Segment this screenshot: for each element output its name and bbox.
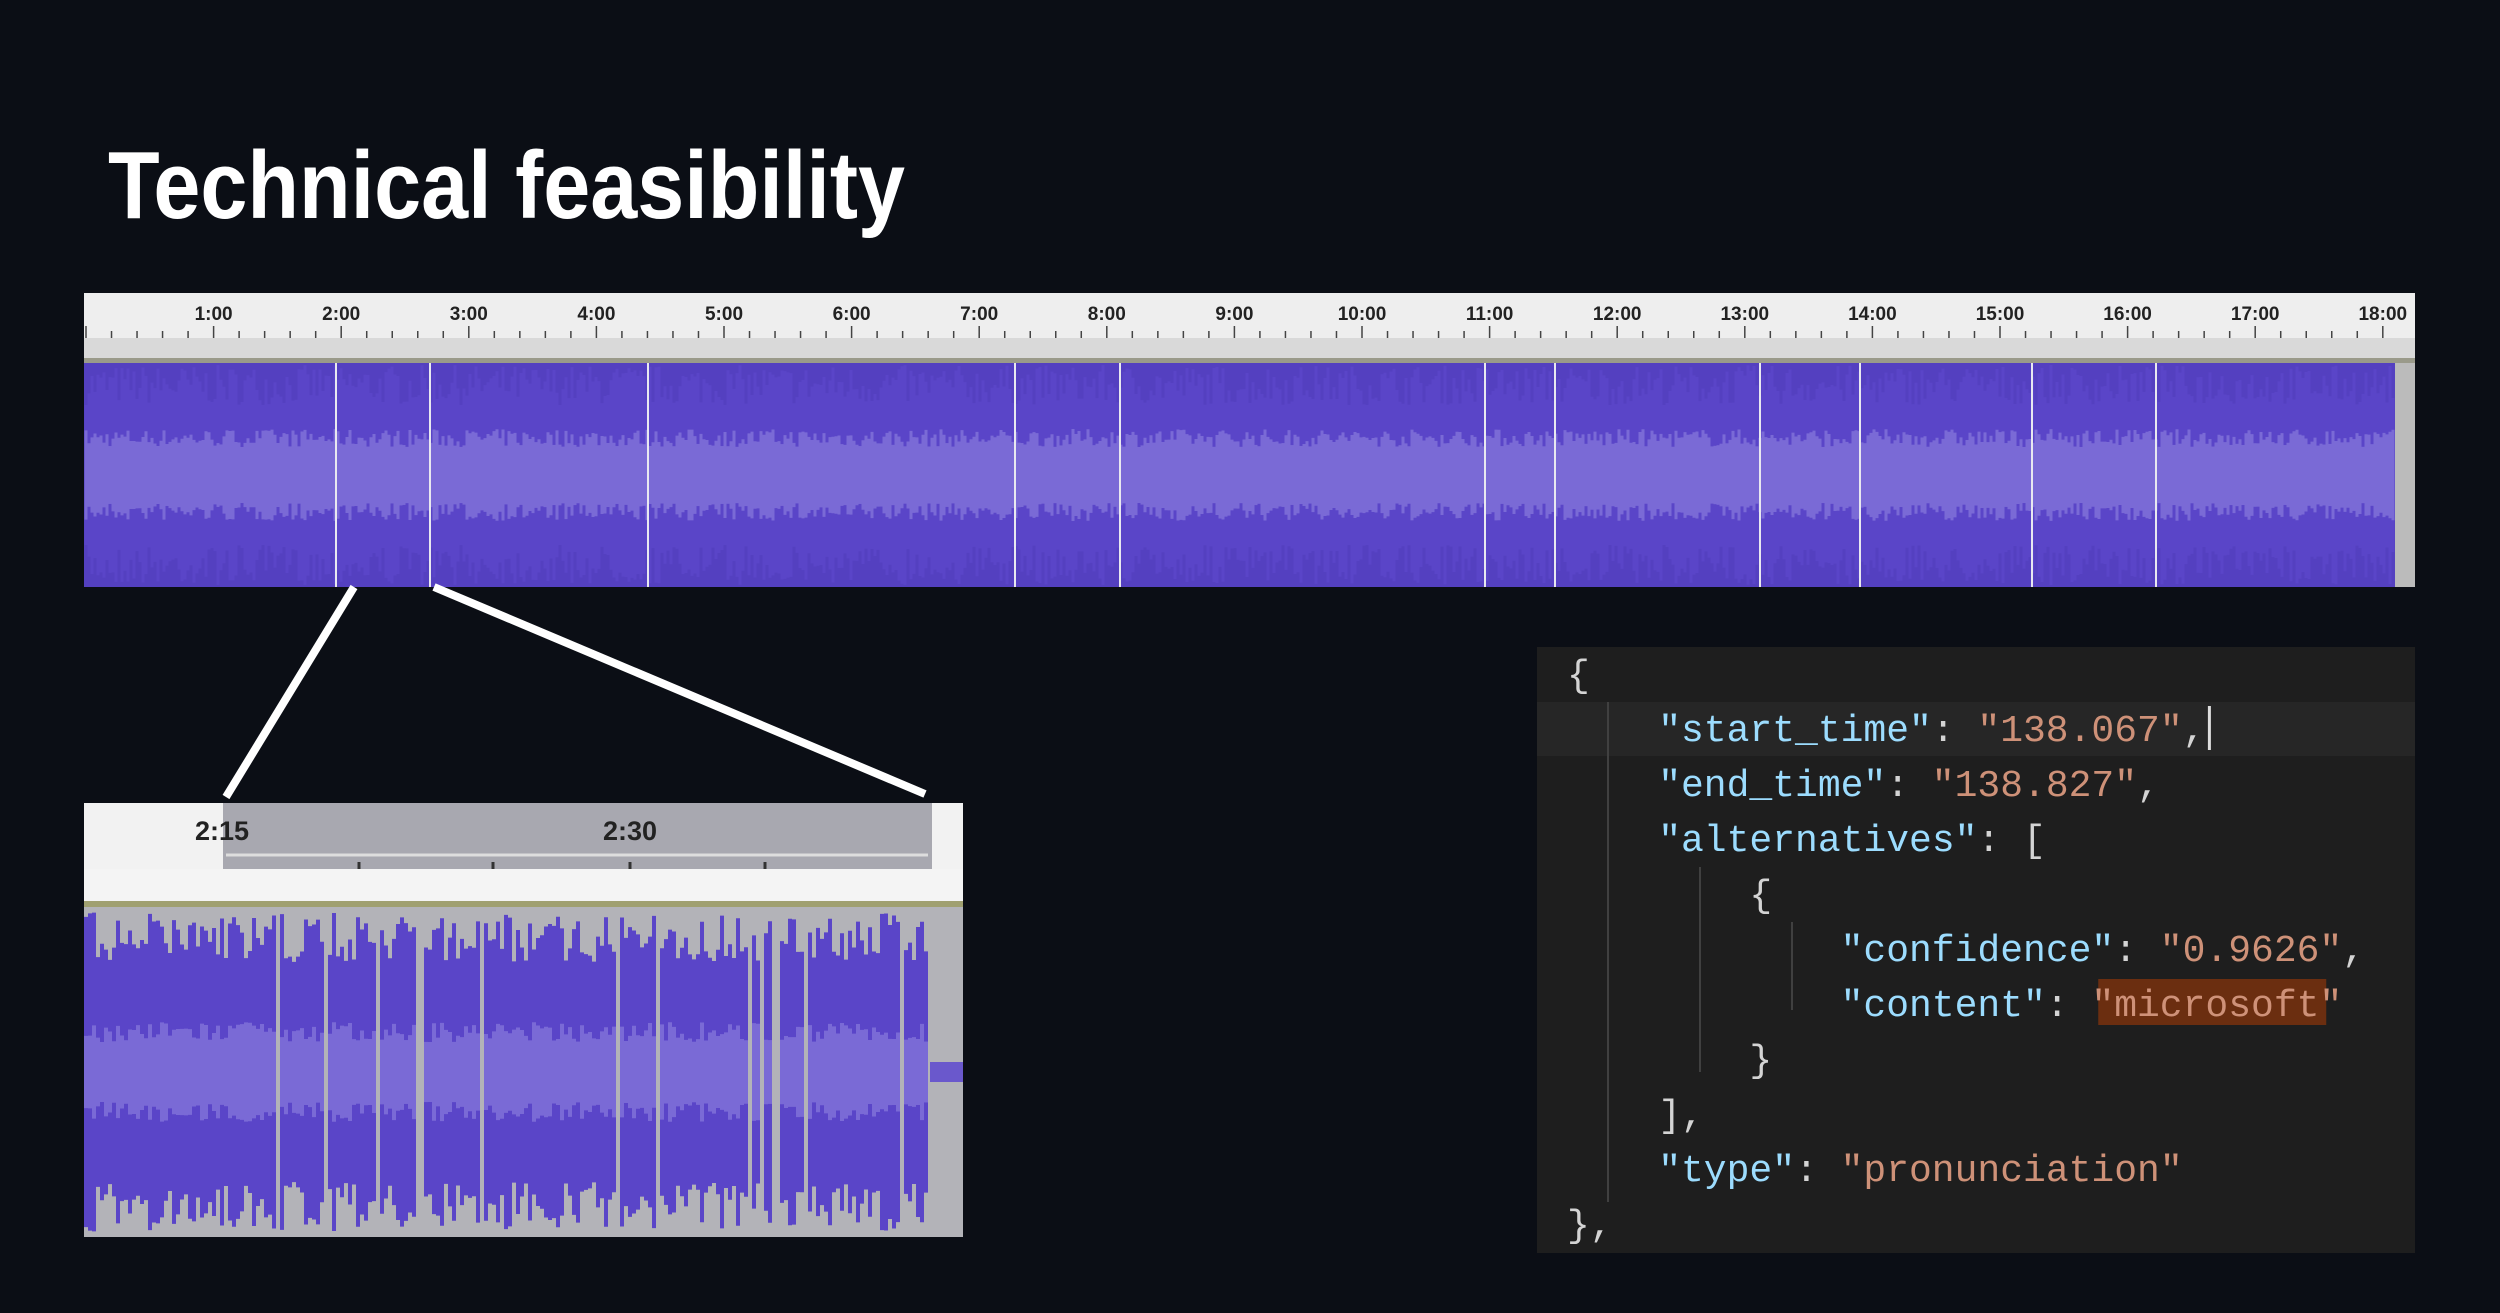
time-label: 13:00 (1720, 304, 1769, 325)
code-token: "0.9626" (2160, 930, 2342, 973)
time-label: 16:00 (2103, 304, 2152, 325)
code-token: "type" (1658, 1150, 1795, 1193)
time-label: 7:00 (960, 304, 998, 325)
time-label: 6:00 (833, 304, 871, 325)
search-highlight (2098, 979, 2327, 1025)
code-token: : (1886, 765, 1932, 808)
time-label: 10:00 (1338, 304, 1387, 325)
code-token: : (2114, 930, 2160, 973)
code-token: "pronunciation" (1841, 1150, 2183, 1193)
zoomed-waveform: 2:15 2:30 (84, 803, 963, 1237)
current-line (1537, 702, 2415, 756)
time-label: 3:00 (450, 304, 488, 325)
code-token: ], (1658, 1095, 1704, 1138)
time-label: 11:00 (1466, 304, 1514, 325)
ruler (84, 293, 2415, 338)
time-label: 15:00 (1976, 304, 2025, 325)
code-token: "start_time" (1658, 710, 1932, 753)
code-token: "138.067" (1977, 710, 2182, 753)
connector (432, 583, 927, 798)
code-block: { "start_time": "138.067" , "end_time": "13… (1567, 655, 2365, 1248)
code-token: : [ (1977, 820, 2045, 863)
slide-title: Technical feasibility (108, 132, 905, 239)
timeline-waveform: 1:00 2:00 3:00 4:00 5:00 6:00 7:00 8:00 9:00 10:0… (84, 293, 2415, 587)
time-label: 2:15 (195, 816, 249, 846)
code-token: "alternatives" (1658, 820, 1977, 863)
ruler-edge (84, 358, 2415, 363)
time-label: 1:00 (195, 304, 233, 325)
code-token: "end_time" (1658, 765, 1886, 808)
code-token: , (2183, 710, 2206, 753)
time-label: 14:00 (1848, 304, 1897, 325)
time-label: 18:00 (2358, 304, 2407, 325)
time-label: 9:00 (1215, 304, 1253, 325)
time-label: 12:00 (1593, 304, 1642, 325)
code-token: : (1795, 1150, 1841, 1193)
code-token: : (1932, 710, 1978, 753)
code-token: "confidence" (1841, 930, 2115, 973)
time-label: 8:00 (1088, 304, 1126, 325)
code-token: "microsoft" (2091, 985, 2342, 1028)
code-token: "content" (1841, 985, 2046, 1028)
code-token: { (1749, 875, 1772, 918)
code-token: , (2342, 930, 2365, 973)
connector (222, 584, 358, 800)
time-label: 2:00 (322, 304, 360, 325)
code-token: "138.827" (1932, 765, 2137, 808)
time-label: 2:30 (603, 816, 657, 846)
code-token: : (2046, 985, 2092, 1028)
code-token: }, (1567, 1205, 1613, 1248)
ruler-edge (84, 901, 963, 907)
code-token: { (1567, 655, 1590, 698)
track-end (2395, 363, 2415, 587)
code-token: } (1749, 1040, 1772, 1083)
code-token: , (2137, 765, 2160, 808)
ruler-band (84, 869, 963, 901)
time-label: 4:00 (577, 304, 615, 325)
time-label: 5:00 (705, 304, 743, 325)
selection (223, 803, 932, 869)
time-label: 17:00 (2231, 304, 2280, 325)
tail (930, 1062, 963, 1082)
